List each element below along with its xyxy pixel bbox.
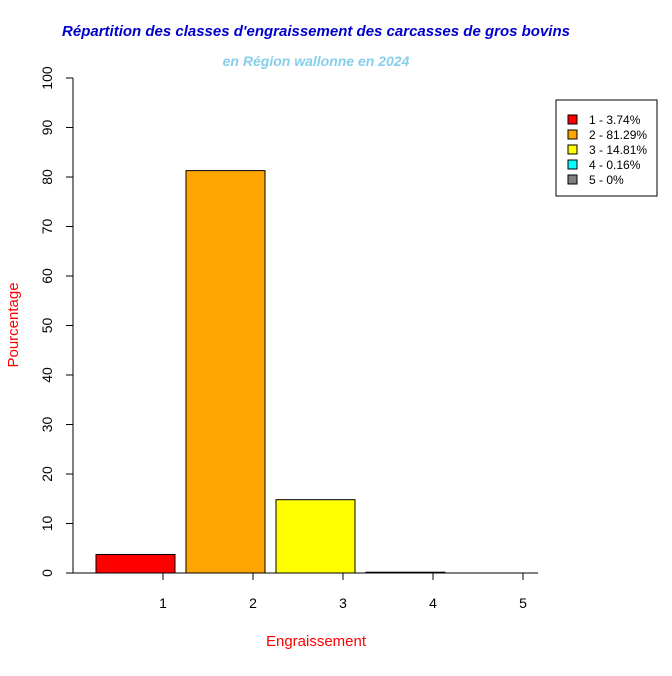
legend-swatch — [567, 144, 578, 155]
bars — [95, 170, 446, 574]
x-tick-label: 1 — [159, 595, 167, 611]
legend-swatch — [567, 129, 578, 140]
y-axis: 0 10 20 30 40 50 60 70 80 90 100 — [39, 66, 74, 577]
x-axis: 1 2 3 4 5 — [73, 572, 538, 611]
y-tick-label: 40 — [39, 367, 55, 383]
y-tick-label: 30 — [39, 417, 55, 433]
x-tick-label: 5 — [519, 595, 527, 611]
y-tick-label: 20 — [39, 466, 55, 482]
x-tick-label: 2 — [249, 595, 257, 611]
y-axis-label: Pourcentage — [5, 282, 22, 367]
legend-label: 1 - 3.74% — [589, 113, 641, 127]
y-tick-label: 0 — [39, 569, 55, 577]
legend-swatch — [567, 159, 578, 170]
y-tick-label: 100 — [39, 66, 55, 90]
legend-label: 2 - 81.29% — [589, 128, 647, 142]
bar-3 — [275, 499, 356, 574]
legend-label: 3 - 14.81% — [589, 143, 647, 157]
legend: 1 - 3.74%2 - 81.29%3 - 14.81%4 - 0.16%5 … — [555, 99, 658, 197]
bar-4 — [365, 571, 446, 574]
chart-title: Répartition des classes d'engraissement … — [62, 23, 570, 40]
y-tick-label: 50 — [39, 318, 55, 334]
legend-label: 4 - 0.16% — [589, 158, 641, 172]
bar-2 — [185, 170, 266, 574]
y-tick-label: 10 — [39, 516, 55, 532]
x-tick-label: 4 — [429, 595, 437, 611]
bar-1 — [95, 553, 176, 574]
y-tick-label: 70 — [39, 219, 55, 235]
x-tick-label: 3 — [339, 595, 347, 611]
legend-label: 5 - 0% — [589, 173, 624, 187]
y-tick-label: 60 — [39, 268, 55, 284]
y-tick-label: 90 — [39, 120, 55, 136]
legend-swatch — [567, 174, 578, 185]
y-tick-label: 80 — [39, 169, 55, 185]
chart-subtitle: en Région wallonne en 2024 — [223, 53, 410, 69]
legend-swatch — [567, 114, 578, 125]
x-axis-label: Engraissement — [266, 633, 367, 650]
